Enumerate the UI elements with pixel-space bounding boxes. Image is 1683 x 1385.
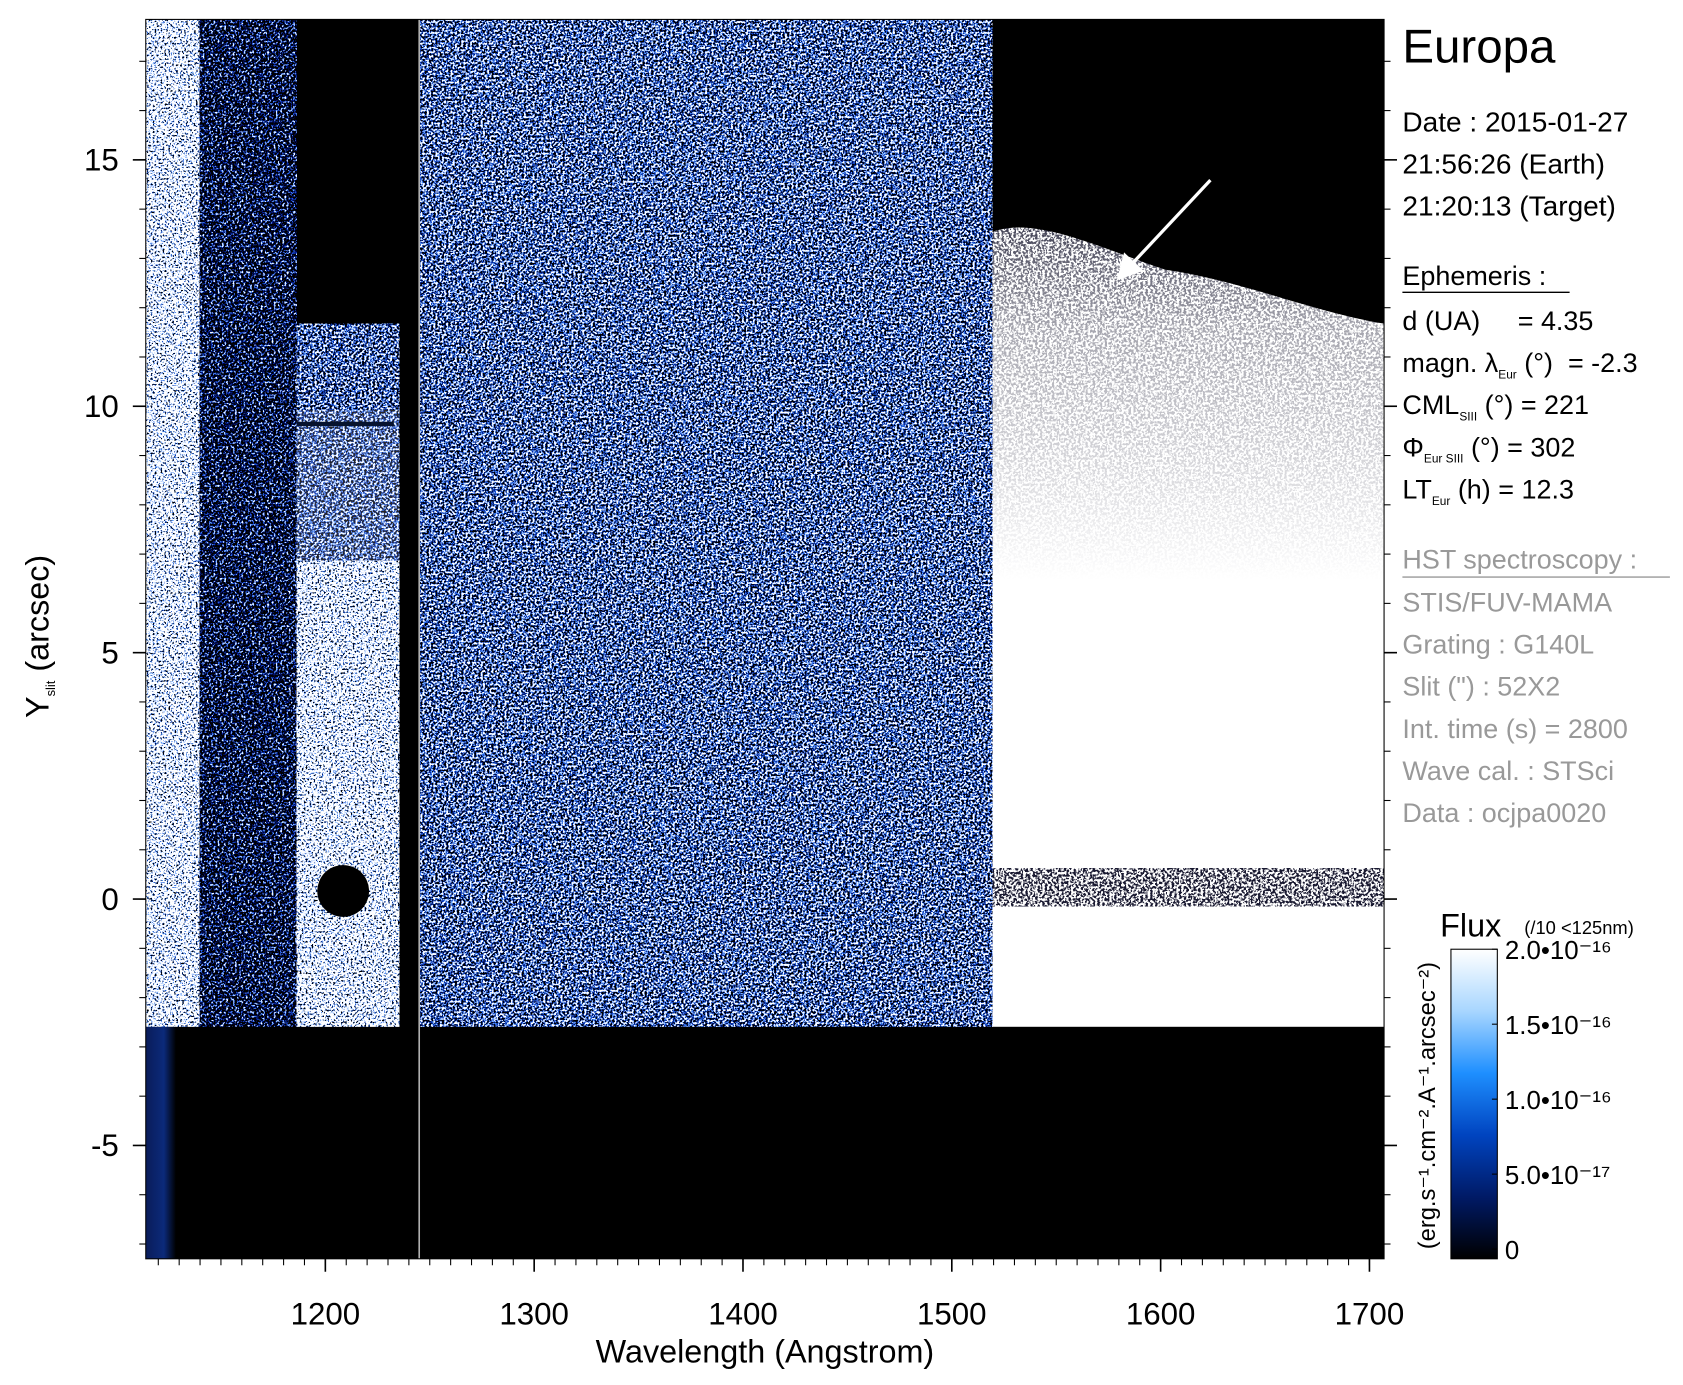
- arrow-head: [1116, 252, 1144, 281]
- y-axis-label: Yslit (arcsec): [20, 555, 58, 718]
- line-text: LT: [1402, 474, 1431, 504]
- line-text: magn. λ: [1402, 348, 1498, 378]
- europa-occultation: [317, 865, 370, 917]
- y-tick-label: 5: [101, 635, 118, 670]
- colorbar-note: (/10 <125nm): [1524, 917, 1634, 938]
- ephemeris-line: magn. λEur (°) = -2.3: [1402, 348, 1637, 381]
- line-text: CML: [1402, 390, 1459, 420]
- lyman-wing-left: [145, 19, 200, 1027]
- colorbar-tick-label: 5.0•10⁻¹⁷: [1505, 1162, 1610, 1190]
- x-axis-label: Wavelength (Angstrom): [596, 1333, 935, 1369]
- y-tick-label: 15: [84, 143, 119, 178]
- subscript: Eur: [1432, 494, 1451, 508]
- line-text: (h) = 12.3: [1450, 474, 1574, 504]
- colorbar-title: Flux: [1440, 907, 1501, 943]
- lyman-alpha-upper: [296, 323, 400, 561]
- y-tick-label: 10: [84, 389, 119, 424]
- hst-line: Data : ocjpa0020: [1402, 798, 1606, 828]
- colorbar-tick-label: 0: [1505, 1237, 1519, 1265]
- lyman-alpha-glow: [296, 409, 400, 561]
- subscript: Eur: [1498, 368, 1517, 382]
- limb-band: [992, 868, 1385, 907]
- detector-edge: [145, 1026, 1385, 1259]
- colorbar-unit: (erg.s⁻¹.cm⁻².A⁻¹.arcsec⁻²): [1415, 962, 1441, 1249]
- y-label-unit: (arcsec): [20, 555, 56, 681]
- y-label-main: Y: [20, 696, 56, 718]
- colorbar: [1450, 948, 1498, 1260]
- target-name: Europa: [1402, 21, 1556, 74]
- hst-line: Int. time (s) = 2800: [1402, 714, 1627, 744]
- line-text: (°) = 221: [1477, 390, 1589, 420]
- dark-column: [199, 19, 297, 1027]
- fuv-continuum: [418, 19, 993, 1027]
- colorbar-tick-label: 2.0•10⁻¹⁶: [1505, 937, 1612, 965]
- ephemeris-title: Ephemeris :: [1402, 261, 1546, 291]
- ephemeris-line: ΦEur SIII (°) = 302: [1402, 432, 1575, 465]
- y-tick-label: -5: [91, 1128, 119, 1163]
- date-line: 21:20:13 (Target): [1402, 191, 1615, 222]
- date-line: Date : 2015-01-27: [1402, 107, 1628, 138]
- ephemeris-line: LTEur (h) = 12.3: [1402, 474, 1574, 507]
- ephemeris-line: d (UA) = 4.35: [1402, 306, 1593, 336]
- spectrum-image: [145, 18, 1385, 1260]
- x-tick-label: 1200: [291, 1297, 361, 1332]
- arrow-shaft: [1129, 179, 1212, 267]
- lyman-alpha-lower: [296, 560, 400, 1027]
- line-text: Φ: [1402, 432, 1424, 462]
- hst-title: HST spectroscopy :: [1402, 544, 1637, 574]
- x-tick-label: 1600: [1126, 1297, 1196, 1332]
- colorbar-tick-label: 1.0•10⁻¹⁶: [1505, 1087, 1612, 1115]
- edge-strip: [145, 1026, 176, 1259]
- x-tick-label: 1400: [708, 1297, 778, 1332]
- x-tick-label: 1700: [1335, 1297, 1405, 1332]
- hst-line: STIS/FUV-MAMA: [1402, 588, 1612, 618]
- y-label-sub: slit: [43, 680, 58, 696]
- line-text: (°) = -2.3: [1517, 348, 1638, 378]
- hst-line: Grating : G140L: [1402, 630, 1594, 660]
- subscript: Eur SIII: [1424, 452, 1464, 466]
- colorbar-tick-label: 1.5•10⁻¹⁶: [1505, 1012, 1612, 1040]
- x-tick-label: 1500: [917, 1297, 987, 1332]
- hst-line: Slit (") : 52X2: [1402, 672, 1560, 702]
- date-line: 21:56:26 (Earth): [1402, 149, 1605, 180]
- line-text: d (UA) = 4.35: [1402, 306, 1593, 336]
- hst-line: Wave cal. : STSci: [1402, 756, 1614, 786]
- upper-dark-region: [992, 19, 1385, 324]
- x-tick-label: 1300: [499, 1297, 569, 1332]
- y-tick-label: 0: [101, 882, 118, 917]
- ephemeris-line: CMLSIII (°) = 221: [1402, 390, 1589, 423]
- plot-frame: [145, 18, 1385, 1260]
- subscript: SIII: [1459, 410, 1477, 424]
- line-text: (°) = 302: [1463, 432, 1575, 462]
- info-panel: Europa Ephemeris : HST spectroscopy : Da…: [1402, 21, 1670, 828]
